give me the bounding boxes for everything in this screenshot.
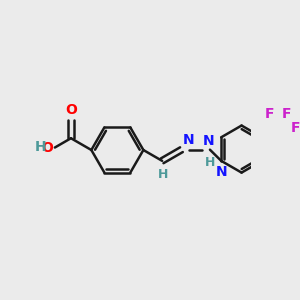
Text: H: H [34,140,46,154]
Text: H: H [158,168,168,181]
Text: O: O [41,141,53,155]
Text: F: F [282,107,291,121]
Text: N: N [216,165,228,178]
Text: N: N [203,134,215,148]
Text: F: F [290,121,300,135]
Text: O: O [65,103,77,117]
Text: N: N [183,133,194,147]
Text: F: F [265,107,274,121]
Text: H: H [205,156,215,169]
